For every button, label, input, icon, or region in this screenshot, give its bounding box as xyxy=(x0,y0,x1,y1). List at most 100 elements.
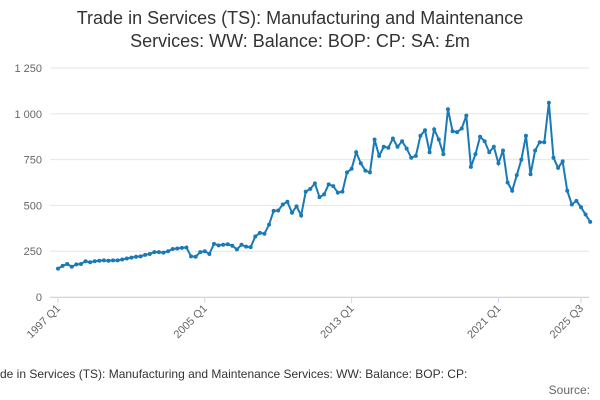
data-point xyxy=(289,210,294,215)
data-point xyxy=(386,145,391,150)
data-point xyxy=(464,113,469,118)
data-point xyxy=(152,250,157,255)
y-tick-label: 1 000 xyxy=(14,109,42,121)
data-point xyxy=(244,244,249,249)
data-point xyxy=(468,164,473,169)
data-point xyxy=(166,249,171,254)
data-point xyxy=(65,262,70,267)
data-point xyxy=(528,172,533,177)
data-point xyxy=(588,219,593,224)
data-point xyxy=(404,146,409,151)
data-point xyxy=(372,137,377,142)
data-point xyxy=(501,148,506,153)
data-point xyxy=(106,258,111,263)
data-point xyxy=(299,213,304,218)
data-point xyxy=(514,173,519,178)
data-point xyxy=(138,254,143,259)
data-point xyxy=(551,155,556,160)
data-point xyxy=(565,188,570,193)
data-point xyxy=(211,241,216,246)
data-point xyxy=(74,262,79,267)
data-point xyxy=(147,251,152,256)
data-point xyxy=(569,202,574,207)
data-point xyxy=(510,188,515,193)
data-point xyxy=(413,153,418,158)
data-point xyxy=(184,245,189,250)
data-point xyxy=(189,254,194,259)
data-point xyxy=(546,100,551,105)
data-point xyxy=(519,157,524,162)
data-point xyxy=(537,140,542,145)
data-point xyxy=(280,202,285,207)
data-point xyxy=(423,128,428,133)
data-point xyxy=(496,161,501,166)
data-point xyxy=(234,247,239,252)
data-point xyxy=(505,180,510,185)
data-point xyxy=(308,186,313,191)
data-point xyxy=(239,242,244,247)
y-tick-label: 500 xyxy=(24,200,42,212)
data-point xyxy=(478,134,483,139)
chart-title: Trade in Services (TS): Manufacturing an… xyxy=(77,8,524,28)
data-point xyxy=(340,189,345,194)
data-point xyxy=(276,208,281,213)
data-point xyxy=(322,192,327,197)
data-point xyxy=(179,245,184,250)
data-point xyxy=(574,198,579,203)
data-point xyxy=(56,266,60,271)
data-point xyxy=(331,184,336,189)
data-point xyxy=(143,252,148,257)
data-point xyxy=(257,230,262,235)
data-point xyxy=(326,182,331,187)
data-point xyxy=(78,262,83,267)
data-point xyxy=(533,148,538,153)
y-tick-label: 0 xyxy=(36,292,42,304)
x-tick-label: 2005 Q1 xyxy=(172,303,210,341)
data-point xyxy=(345,170,350,175)
data-point xyxy=(335,190,340,195)
data-point xyxy=(156,250,161,255)
data-point xyxy=(230,243,235,248)
data-point xyxy=(418,133,423,138)
data-point xyxy=(349,166,354,171)
data-point xyxy=(381,144,386,149)
data-point xyxy=(115,258,120,263)
data-point xyxy=(409,155,414,160)
data-point xyxy=(445,107,450,112)
data-point xyxy=(285,199,290,204)
series-line xyxy=(57,102,592,270)
data-point xyxy=(367,170,372,175)
data-point xyxy=(363,168,368,173)
y-tick-label: 750 xyxy=(24,155,42,167)
data-point xyxy=(579,205,583,210)
data-point xyxy=(221,242,226,247)
data-point xyxy=(161,250,166,255)
data-point xyxy=(556,165,561,170)
data-point xyxy=(193,254,198,259)
y-tick-label: 1 250 xyxy=(14,63,42,75)
data-point xyxy=(253,234,258,239)
chart-title: Services: WW: Balance: BOP: CP: SA: £m xyxy=(130,31,470,51)
x-tick-label: 2025 Q3 xyxy=(548,303,586,341)
data-point xyxy=(491,144,496,149)
x-tick-label: 2013 Q1 xyxy=(318,303,356,341)
data-point xyxy=(455,130,460,135)
data-point xyxy=(60,263,65,268)
data-point xyxy=(377,153,382,158)
data-point xyxy=(560,159,565,164)
x-tick-label: 1997 Q1 xyxy=(25,303,63,341)
data-point xyxy=(436,137,441,142)
data-point xyxy=(390,136,395,141)
data-point xyxy=(133,254,138,259)
data-point xyxy=(482,139,487,144)
data-point xyxy=(88,260,93,265)
data-point xyxy=(432,127,437,132)
data-point xyxy=(262,231,267,236)
data-point xyxy=(312,181,317,186)
data-point xyxy=(97,258,102,263)
data-point xyxy=(207,251,212,256)
data-point xyxy=(216,243,221,248)
data-point xyxy=(400,139,405,144)
